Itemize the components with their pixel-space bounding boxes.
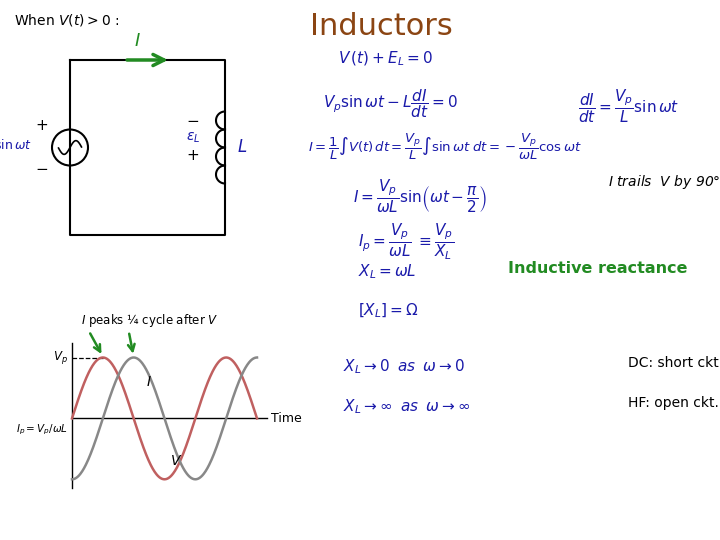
Text: $I$: $I$: [134, 32, 141, 50]
Text: $X_L\rightarrow 0\;\;as\;\;\omega\rightarrow 0$: $X_L\rightarrow 0\;\;as\;\;\omega\righta…: [343, 357, 465, 376]
Text: $V_p\sin\omega t$: $V_p\sin\omega t$: [0, 138, 32, 157]
Text: +: +: [35, 118, 48, 133]
Text: $I=\dfrac{V_p}{\omega L}\sin\!\left(\omega t-\dfrac{\pi}{2}\right)$: $I=\dfrac{V_p}{\omega L}\sin\!\left(\ome…: [353, 177, 487, 214]
Text: $V_p\sin\omega t - L\dfrac{dI}{dt}=0$: $V_p\sin\omega t - L\dfrac{dI}{dt}=0$: [323, 87, 458, 120]
Text: $I=\dfrac{1}{L}\int V(t)\,dt=\dfrac{V_p}{L}\int\sin\omega t\;dt=-\dfrac{V_p}{\om: $I=\dfrac{1}{L}\int V(t)\,dt=\dfrac{V_p}…: [308, 132, 582, 163]
Text: $I$ peaks ¼ cycle after $V$: $I$ peaks ¼ cycle after $V$: [81, 312, 218, 329]
Text: $I$ trails  $V$ by 90°: $I$ trails $V$ by 90°: [608, 173, 720, 191]
Text: $-$: $-$: [186, 112, 199, 127]
Text: $X_L=\omega L$: $X_L=\omega L$: [358, 262, 417, 281]
Text: When $V(t) > 0$ :: When $V(t) > 0$ :: [14, 12, 120, 28]
Text: $V_p$: $V_p$: [53, 349, 68, 366]
Text: Inductive reactance: Inductive reactance: [508, 261, 688, 276]
Text: $X_L\rightarrow\infty\;\;as\;\;\omega\rightarrow\infty$: $X_L\rightarrow\infty\;\;as\;\;\omega\ri…: [343, 397, 470, 416]
Text: $L$: $L$: [237, 139, 247, 156]
Text: $\left[X_L\right]=\Omega$: $\left[X_L\right]=\Omega$: [358, 302, 418, 320]
Text: Inductors: Inductors: [310, 12, 453, 41]
Text: $V\,(t)+E_L=0$: $V\,(t)+E_L=0$: [338, 50, 433, 69]
Text: DC: short ckt.: DC: short ckt.: [628, 356, 720, 370]
Text: $I$: $I$: [145, 375, 151, 389]
Text: $+$: $+$: [186, 148, 199, 163]
Text: $I_p=\dfrac{V_p}{\omega L}\;\equiv\dfrac{V_p}{X_L}$: $I_p=\dfrac{V_p}{\omega L}\;\equiv\dfrac…: [358, 222, 454, 262]
Text: $\dfrac{dI}{dt}=\dfrac{V_p}{L}\sin\omega t$: $\dfrac{dI}{dt}=\dfrac{V_p}{L}\sin\omega…: [578, 87, 680, 125]
Text: HF: open ckt.: HF: open ckt.: [628, 396, 719, 410]
Text: $\varepsilon_L$: $\varepsilon_L$: [186, 130, 200, 145]
Text: $I_p = V_p/\omega L$: $I_p = V_p/\omega L$: [16, 422, 68, 437]
Text: $V$: $V$: [169, 454, 181, 468]
Text: Time: Time: [271, 412, 302, 425]
Text: $-$: $-$: [35, 160, 48, 175]
